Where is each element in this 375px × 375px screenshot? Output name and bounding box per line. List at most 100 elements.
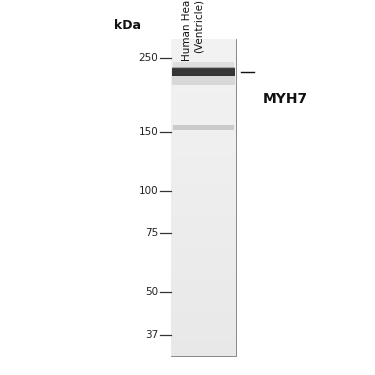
Bar: [171, 50, 236, 52]
Bar: [171, 342, 236, 344]
Bar: [171, 84, 236, 86]
Bar: [171, 141, 236, 143]
Bar: [171, 170, 236, 172]
Text: 100: 100: [139, 186, 158, 196]
Bar: [171, 198, 236, 200]
Bar: [171, 181, 236, 183]
Bar: [171, 344, 236, 346]
Bar: [171, 99, 236, 100]
Bar: [171, 255, 236, 257]
Bar: [171, 52, 236, 54]
Bar: [171, 234, 236, 236]
Bar: [171, 194, 236, 196]
Bar: [171, 322, 236, 324]
Bar: [171, 185, 236, 187]
Text: 75: 75: [145, 228, 158, 238]
Bar: [171, 266, 236, 267]
Bar: [171, 350, 236, 352]
Text: kDa: kDa: [114, 19, 141, 32]
Bar: [171, 335, 236, 337]
Bar: [171, 352, 236, 354]
Bar: [171, 257, 236, 259]
Bar: [171, 90, 236, 92]
Bar: [171, 346, 236, 348]
Bar: [171, 227, 236, 230]
Bar: [171, 56, 236, 58]
Bar: [171, 58, 236, 60]
Bar: [171, 86, 236, 88]
Bar: [171, 278, 236, 280]
Bar: [171, 312, 236, 314]
Bar: [171, 274, 236, 276]
Bar: [171, 88, 236, 90]
Bar: [171, 280, 236, 282]
Bar: [171, 329, 236, 331]
Bar: [171, 251, 236, 253]
Bar: [171, 130, 236, 132]
Bar: [171, 215, 236, 217]
Bar: [171, 221, 236, 223]
Bar: [171, 206, 236, 209]
Bar: [171, 177, 236, 179]
Bar: [171, 39, 236, 42]
Bar: [171, 246, 236, 249]
Bar: [171, 209, 236, 210]
Bar: [171, 306, 236, 308]
Bar: [171, 134, 236, 136]
Text: 50: 50: [145, 286, 158, 297]
Bar: [171, 253, 236, 255]
Bar: [171, 156, 236, 158]
Bar: [171, 270, 236, 272]
Bar: [171, 67, 236, 69]
Bar: [171, 217, 236, 219]
Bar: [171, 160, 236, 162]
Bar: [171, 210, 236, 213]
Bar: [171, 240, 236, 242]
Bar: [171, 117, 236, 120]
Bar: [171, 293, 236, 295]
Bar: [171, 267, 236, 270]
Bar: [171, 276, 236, 278]
Bar: [171, 107, 236, 109]
Bar: [171, 111, 236, 113]
Bar: [171, 149, 236, 152]
Bar: [171, 327, 236, 329]
Bar: [171, 236, 236, 238]
Bar: [171, 189, 236, 192]
Bar: [171, 348, 236, 350]
Bar: [171, 289, 236, 291]
Bar: [171, 147, 236, 149]
Bar: [171, 60, 236, 63]
Text: 150: 150: [138, 128, 158, 137]
Bar: [171, 73, 236, 75]
Bar: [171, 113, 236, 116]
Bar: [171, 320, 236, 322]
Bar: [171, 333, 236, 335]
Bar: [171, 238, 236, 240]
Bar: [171, 139, 236, 141]
Bar: [171, 297, 236, 299]
Bar: [171, 219, 236, 221]
Bar: [171, 213, 236, 215]
Bar: [171, 232, 236, 234]
Bar: [172, 68, 235, 76]
Bar: [171, 314, 236, 316]
Bar: [171, 92, 236, 94]
Bar: [171, 196, 236, 198]
Bar: [171, 272, 236, 274]
Bar: [171, 200, 236, 202]
Bar: [171, 202, 236, 204]
Bar: [171, 46, 236, 48]
Bar: [171, 310, 236, 312]
Bar: [171, 303, 236, 306]
Bar: [171, 318, 236, 320]
Bar: [171, 71, 236, 73]
Bar: [171, 204, 236, 206]
Bar: [171, 295, 236, 297]
Bar: [171, 54, 236, 56]
Bar: [171, 128, 236, 130]
Bar: [171, 261, 236, 263]
Bar: [171, 48, 236, 50]
Bar: [171, 183, 236, 185]
Bar: [171, 187, 236, 189]
